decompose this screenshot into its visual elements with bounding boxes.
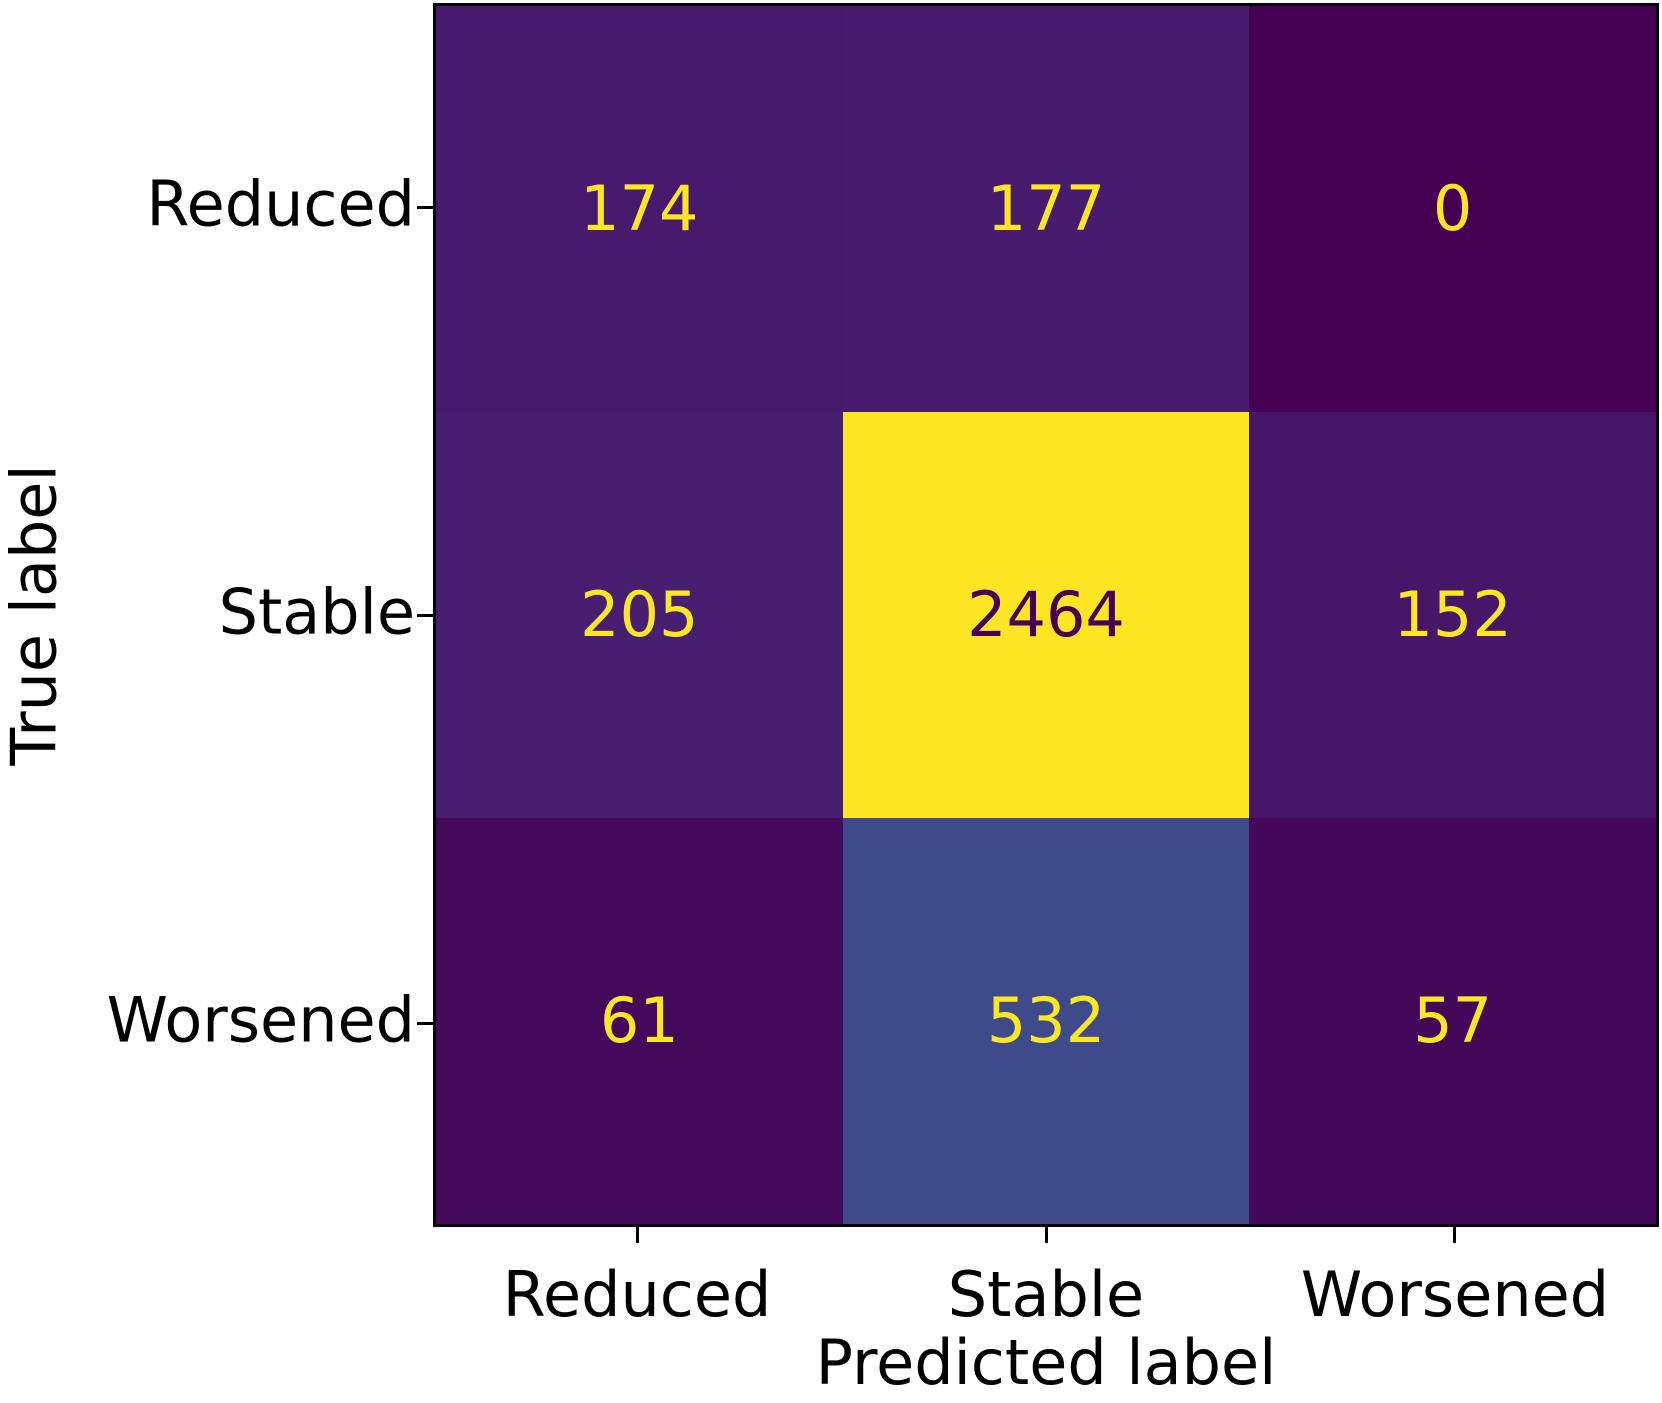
- heatmap-cell-worsened-reduced: 61: [436, 818, 843, 1224]
- x-tick-label-worsened: Worsened: [1300, 1258, 1610, 1331]
- y-tick-mark: [417, 1022, 433, 1025]
- y-tick-mark: [417, 614, 433, 617]
- heatmap-cell-reduced-stable: 177: [842, 6, 1250, 412]
- cell-value: 532: [986, 984, 1106, 1057]
- y-axis-title: True label: [0, 464, 71, 766]
- heatmap-cell-stable-worsened: 152: [1249, 412, 1656, 818]
- x-tick-mark: [1453, 1227, 1456, 1243]
- cell-value: 61: [599, 984, 679, 1057]
- cell-value: 0: [1432, 172, 1473, 245]
- heatmap-cell-worsened-stable: 532: [842, 818, 1250, 1224]
- x-axis-title: Predicted label: [815, 1326, 1277, 1399]
- x-tick-mark: [1045, 1227, 1048, 1243]
- x-tick-label-stable: Stable: [947, 1258, 1145, 1331]
- cell-value: 174: [580, 172, 699, 245]
- cell-value: 177: [986, 172, 1106, 245]
- cell-value: 152: [1393, 578, 1512, 651]
- heatmap-cell-stable-reduced: 205: [436, 412, 843, 818]
- y-tick-label-stable: Stable: [218, 575, 415, 649]
- y-tick-label-reduced: Reduced: [146, 167, 415, 241]
- heatmap-cell-stable-stable: 2464: [842, 412, 1250, 818]
- x-tick-label-reduced: Reduced: [502, 1258, 772, 1331]
- y-tick-mark: [417, 206, 433, 209]
- heatmap-plot: 174 177 0 205 2464 152 61 532 57: [433, 3, 1659, 1227]
- cell-value: 205: [580, 578, 699, 651]
- heatmap-cell-reduced-reduced: 174: [436, 6, 843, 412]
- cell-value: 2464: [967, 578, 1125, 651]
- y-tick-label-worsened: Worsened: [106, 983, 415, 1057]
- x-tick-mark: [636, 1227, 639, 1243]
- heatmap-cell-reduced-worsened: 0: [1249, 6, 1656, 412]
- heatmap-cell-worsened-worsened: 57: [1249, 818, 1656, 1224]
- cell-value: 57: [1413, 984, 1493, 1057]
